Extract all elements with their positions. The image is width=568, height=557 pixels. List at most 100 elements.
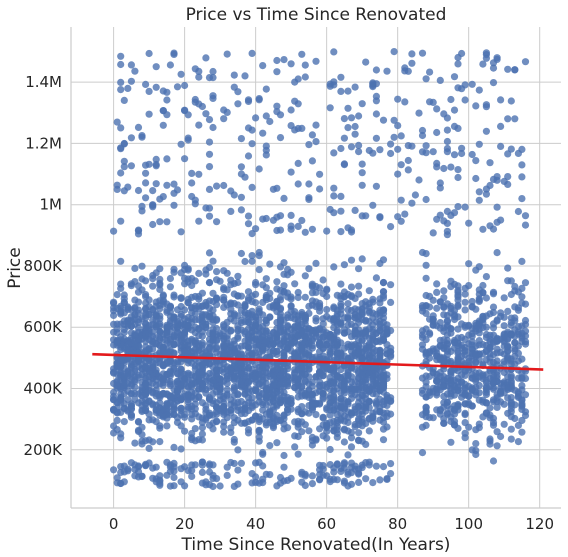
data-point <box>489 64 498 72</box>
data-point <box>205 150 214 158</box>
data-point <box>454 124 462 132</box>
data-point <box>365 346 373 355</box>
data-point <box>411 191 419 199</box>
data-point <box>337 306 345 314</box>
data-point <box>142 324 150 332</box>
data-point <box>291 78 299 86</box>
data-point <box>205 421 214 429</box>
data-point <box>298 344 306 352</box>
data-point <box>351 340 359 349</box>
data-point <box>479 360 487 368</box>
data-point <box>191 277 199 285</box>
data-point <box>191 98 199 106</box>
x-tick-label: 120 <box>525 515 554 533</box>
data-point <box>280 463 288 471</box>
data-point <box>379 375 388 384</box>
data-point <box>127 389 135 397</box>
data-point <box>198 318 206 326</box>
data-point <box>159 375 167 383</box>
data-point <box>514 421 523 429</box>
data-point <box>482 103 490 111</box>
data-point <box>372 182 380 190</box>
data-point <box>110 227 118 235</box>
data-point <box>330 209 338 217</box>
data-point <box>401 210 409 218</box>
data-point <box>316 170 324 178</box>
data-point <box>365 287 373 295</box>
data-point <box>273 302 281 310</box>
data-point <box>507 435 515 443</box>
data-point <box>308 289 316 297</box>
data-point <box>166 467 174 475</box>
data-point <box>142 194 150 202</box>
data-point <box>188 466 196 474</box>
data-point <box>131 395 139 403</box>
data-point <box>450 209 459 217</box>
data-point <box>447 329 455 337</box>
data-point <box>518 195 526 203</box>
data-point <box>440 327 448 336</box>
data-point <box>319 393 327 401</box>
data-point <box>152 312 160 320</box>
data-point <box>227 299 235 307</box>
data-point <box>340 329 348 337</box>
data-point <box>117 78 125 86</box>
data-point <box>142 358 150 366</box>
data-point <box>220 360 228 368</box>
data-point <box>447 95 455 104</box>
data-point <box>447 372 455 380</box>
data-point <box>294 293 302 302</box>
data-point <box>252 281 260 289</box>
data-point <box>127 162 135 170</box>
data-point <box>259 398 267 407</box>
data-point <box>209 336 217 344</box>
data-point <box>514 374 523 382</box>
data-point <box>213 295 221 303</box>
data-point <box>142 293 150 301</box>
data-point <box>514 438 523 446</box>
data-point <box>113 185 121 193</box>
data-point <box>355 112 363 120</box>
data-point <box>337 416 345 424</box>
data-point <box>262 112 270 120</box>
data-point <box>149 389 157 397</box>
data-point <box>294 408 302 416</box>
data-point <box>202 389 210 397</box>
data-point <box>433 280 441 288</box>
data-point <box>266 117 274 126</box>
data-point <box>347 411 356 419</box>
data-point <box>142 380 150 388</box>
data-point <box>429 148 437 156</box>
data-point <box>500 177 508 185</box>
data-point <box>205 279 214 287</box>
data-point <box>319 315 327 323</box>
data-point <box>220 321 228 329</box>
data-point <box>149 379 157 387</box>
data-point <box>110 298 118 306</box>
data-point <box>521 391 530 399</box>
data-point <box>472 383 480 391</box>
data-point <box>308 157 316 165</box>
data-point <box>188 380 196 388</box>
data-point <box>422 261 430 269</box>
data-point <box>454 166 462 174</box>
data-point <box>266 313 274 321</box>
data-point <box>220 403 228 411</box>
data-point <box>387 460 395 468</box>
data-point <box>493 55 501 64</box>
data-point <box>337 207 345 215</box>
data-point <box>422 75 430 83</box>
data-point <box>248 140 256 148</box>
data-point <box>461 306 469 314</box>
data-point <box>358 160 366 168</box>
data-point <box>358 422 366 430</box>
data-point <box>301 371 309 379</box>
data-point <box>521 340 530 348</box>
data-point <box>323 419 331 428</box>
data-point <box>163 323 171 331</box>
data-point <box>426 372 434 381</box>
data-point <box>276 473 285 482</box>
data-point <box>344 427 352 435</box>
data-point <box>500 389 508 397</box>
data-point <box>344 87 352 95</box>
